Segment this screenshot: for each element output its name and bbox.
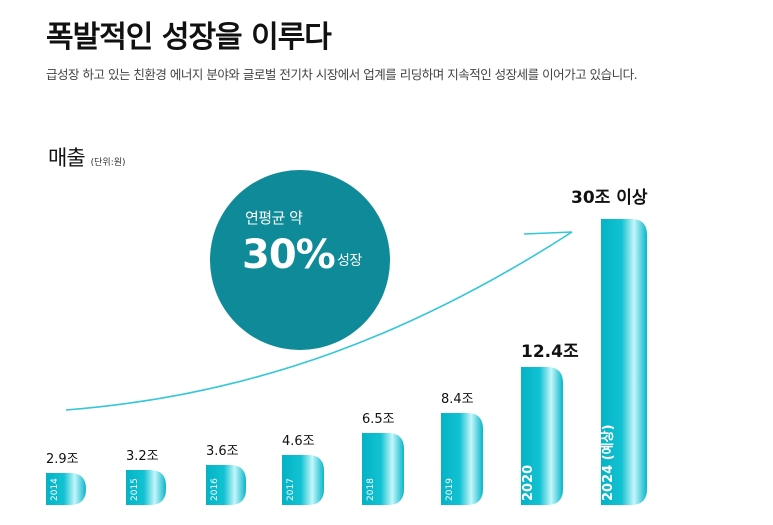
bar-1 xyxy=(126,470,166,505)
value-label-4: 6.5조 xyxy=(362,412,395,427)
value-label-3: 4.6조 xyxy=(282,434,315,449)
category-label-3: 2017 xyxy=(286,478,296,501)
bar-6 xyxy=(521,367,563,505)
value-label-6: 12.4조 xyxy=(521,342,579,362)
category-label-2: 2016 xyxy=(210,478,220,501)
growth-trend-arrowhead xyxy=(523,231,573,235)
bar-7 xyxy=(601,219,647,505)
growth-trend-curve xyxy=(65,231,573,411)
category-label-6: 2020 xyxy=(521,465,536,501)
value-label-2: 3.6조 xyxy=(206,444,239,459)
value-label-0: 2.9조 xyxy=(46,452,79,467)
category-label-1: 2015 xyxy=(130,478,140,501)
bar-0 xyxy=(46,473,86,505)
growth-badge: 연평균 약 30% 성장 xyxy=(210,170,390,350)
bar-5 xyxy=(441,413,483,505)
growth-badge-line1: 연평균 약 xyxy=(245,209,303,227)
category-label-5: 2019 xyxy=(445,478,455,501)
value-label-7: 30조 이상 xyxy=(571,188,648,208)
bar-3 xyxy=(282,455,324,505)
value-label-1: 3.2조 xyxy=(126,449,159,464)
category-label-0: 2014 xyxy=(50,478,60,501)
chart-label-main: 매출 xyxy=(48,146,86,170)
bar-2 xyxy=(206,465,246,505)
chart-label: 매출 (단위:원) xyxy=(48,142,126,172)
page-title: 폭발적인 성장을 이루다 xyxy=(46,20,332,55)
growth-badge-suffix: 성장 xyxy=(337,253,362,269)
growth-badge-value: 30% xyxy=(242,232,336,278)
bar-4 xyxy=(362,433,404,505)
value-label-5: 8.4조 xyxy=(441,392,474,407)
chart-label-unit: (단위:원) xyxy=(90,158,126,168)
page-subtitle: 급성장 하고 있는 친환경 에너지 분야와 글로벌 전기차 시장에서 업계를 리… xyxy=(46,67,638,82)
category-label-7: 2024 (예상) xyxy=(600,424,616,501)
category-label-4: 2018 xyxy=(366,478,376,501)
